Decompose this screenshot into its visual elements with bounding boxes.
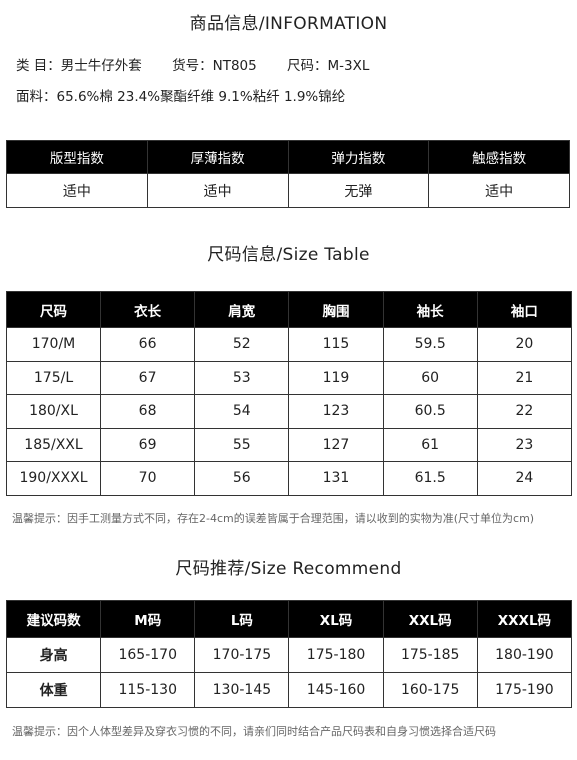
recommend-cell: 165-170 [100,637,196,673]
shoulder-cell: 55 [194,427,290,462]
table-row: 170/M 66 52 115 59.5 20 [6,327,573,362]
table-row: 175/L 67 53 119 60 21 [6,360,573,395]
size-table-note: 温馨提示：因手工测量方式不同，存在2-4cm的误差皆属于合理范围，请以收到的实物… [12,512,535,525]
recommend-cell: 175-190 [476,672,573,708]
index-header-cell: 厚薄指数 [146,140,289,174]
size-header-cell: 胸围 [288,291,384,328]
index-value-cell: 适中 [6,173,148,208]
cuff-cell: 21 [476,360,573,395]
recommend-cell: 170-175 [194,637,290,673]
recommend-header-cell: L码 [194,600,290,638]
recommend-cell: 175-185 [382,637,478,673]
size-cell: 190/XXXL [6,461,101,496]
length-cell: 70 [99,461,196,496]
size-header-row: 尺码 衣长 肩宽 胸围 袖长 袖口 [6,291,573,328]
index-header-cell: 版型指数 [6,140,148,174]
index-value-cell: 无弹 [287,173,430,208]
sleeve-cell: 61.5 [382,461,478,496]
cuff-cell: 20 [476,327,573,362]
sleeve-cell: 60.5 [382,394,478,429]
height-row-label: 身高 [5,637,102,673]
shoulder-cell: 54 [194,394,290,429]
chest-cell: 115 [288,327,384,362]
recommend-header-cell: XXXL码 [476,600,573,638]
recommend-cell: 145-160 [288,672,384,708]
recommend-header-cell: 建议码数 [5,600,102,638]
product-meta: 类 目：男士牛仔外套 货号：NT805 尺码：M-3XL [16,54,395,74]
recommend-cell: 175-180 [288,637,384,673]
chest-cell: 131 [288,461,384,496]
recommend-table: 建议码数 M码 L码 XL码 XXL码 XXXL码 身高 165-170 170… [5,600,573,708]
sleeve-cell: 61 [382,427,478,462]
size-range-text: 尺码：M-3XL [287,58,370,74]
chest-cell: 123 [288,394,384,429]
size-cell: 180/XL [6,394,101,429]
length-cell: 66 [99,327,196,362]
sleeve-cell: 59.5 [382,327,478,362]
chest-cell: 119 [288,360,384,395]
index-header-row: 版型指数 厚薄指数 弹力指数 触感指数 [6,140,570,174]
index-value-cell: 适中 [428,173,570,208]
size-recommend-title: 尺码推荐/Size Recommend [175,559,402,579]
category-text: 类 目：男士牛仔外套 [16,58,142,74]
size-table-title: 尺码信息/Size Table [207,245,370,265]
size-cell: 170/M [6,327,101,362]
chest-cell: 127 [288,427,384,462]
table-row: 185/XXL 69 55 127 61 23 [6,427,573,462]
index-header-cell: 弹力指数 [287,140,430,174]
size-cell: 175/L [6,360,101,395]
recommend-cell: 115-130 [100,672,196,708]
length-cell: 67 [99,360,196,395]
size-header-cell: 袖口 [476,291,573,328]
material-text: 面料：65.6%棉 23.4%聚酯纤维 9.1%粘纤 1.9%锦纶 [16,89,346,105]
shoulder-cell: 56 [194,461,290,496]
size-table: 尺码 衣长 肩宽 胸围 袖长 袖口 170/M 66 52 115 59.5 2… [6,291,573,496]
size-header-cell: 尺码 [6,291,101,328]
index-header-cell: 触感指数 [428,140,570,174]
index-value-cell: 适中 [146,173,289,208]
size-header-cell: 袖长 [382,291,478,328]
table-row: 体重 115-130 130-145 145-160 160-175 175-1… [5,672,573,708]
size-cell: 185/XXL [6,427,101,462]
table-row: 180/XL 68 54 123 60.5 22 [6,394,573,429]
item-number-text: 货号：NT805 [172,58,257,74]
shoulder-cell: 52 [194,327,290,362]
recommend-header-cell: M码 [100,600,196,638]
cuff-cell: 23 [476,427,573,462]
size-header-cell: 肩宽 [194,291,290,328]
sleeve-cell: 60 [382,360,478,395]
table-row: 身高 165-170 170-175 175-180 175-185 180-1… [5,637,573,673]
recommend-header-row: 建议码数 M码 L码 XL码 XXL码 XXXL码 [5,600,573,638]
recommend-header-cell: XL码 [288,600,384,638]
recommend-header-cell: XXL码 [382,600,478,638]
cuff-cell: 22 [476,394,573,429]
length-cell: 68 [99,394,196,429]
index-value-row: 适中 适中 无弹 适中 [6,173,570,208]
cuff-cell: 24 [476,461,573,496]
weight-row-label: 体重 [5,672,102,708]
recommend-cell: 160-175 [382,672,478,708]
information-title: 商品信息/INFORMATION [189,14,388,34]
size-header-cell: 衣长 [99,291,196,328]
recommend-cell: 180-190 [476,637,573,673]
shoulder-cell: 53 [194,360,290,395]
length-cell: 69 [99,427,196,462]
recommend-cell: 130-145 [194,672,290,708]
index-table: 版型指数 厚薄指数 弹力指数 触感指数 适中 适中 无弹 适中 [6,140,570,208]
table-row: 190/XXXL 70 56 131 61.5 24 [6,461,573,496]
recommend-note: 温馨提示：因个人体型差异及穿衣习惯的不同，请亲们同时结合产品尺码表和自身习惯选择… [12,725,496,738]
